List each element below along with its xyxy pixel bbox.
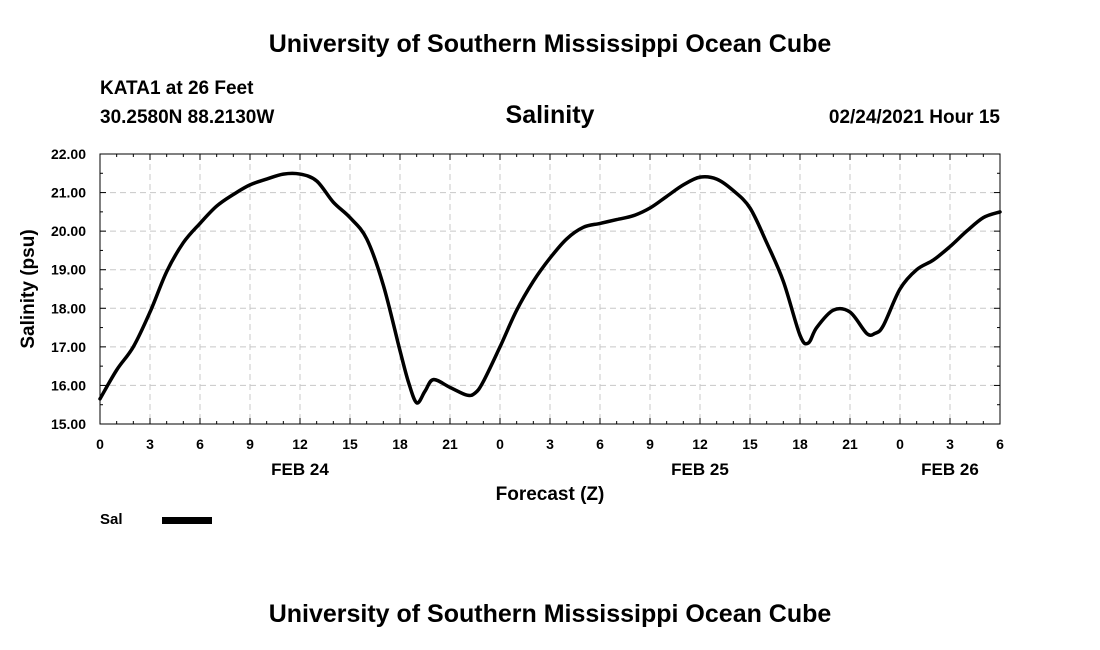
x-tick-label: 21 <box>842 436 858 452</box>
day-label: FEB 25 <box>671 460 729 479</box>
day-label: FEB 24 <box>271 460 329 479</box>
station-label: KATA1 at 26 Feet <box>100 78 254 99</box>
x-tick-label: 0 <box>896 436 904 452</box>
x-tick-label: 6 <box>996 436 1004 452</box>
x-tick-label: 6 <box>596 436 604 452</box>
x-tick-label: 6 <box>196 436 204 452</box>
y-tick-label: 19.00 <box>51 262 86 278</box>
x-tick-label: 9 <box>246 436 254 452</box>
y-tick-label: 15.00 <box>51 416 86 432</box>
x-tick-label: 12 <box>692 436 708 452</box>
x-tick-label: 21 <box>442 436 458 452</box>
y-tick-label: 20.00 <box>51 223 86 239</box>
y-tick-label: 16.00 <box>51 377 86 393</box>
x-tick-label: 0 <box>96 436 104 452</box>
x-tick-label: 12 <box>292 436 308 452</box>
x-tick-label: 3 <box>946 436 954 452</box>
y-axis-label: Salinity (psu) <box>18 229 39 348</box>
x-tick-label: 15 <box>742 436 758 452</box>
salinity-series-line <box>98 171 1002 405</box>
y-tick-label: 22.00 <box>51 146 86 162</box>
legend-label: Sal <box>100 511 123 528</box>
x-tick-label: 18 <box>792 436 808 452</box>
x-axis-label: Forecast (Z) <box>496 484 605 505</box>
top-title: University of Southern Mississippi Ocean… <box>268 30 832 58</box>
x-tick-label: 18 <box>392 436 408 452</box>
x-tick-label: 3 <box>146 436 154 452</box>
y-tick-label: 18.00 <box>51 300 86 316</box>
x-tick-label: 9 <box>646 436 654 452</box>
forecast-timestamp: 02/24/2021 Hour 15 <box>828 107 1000 128</box>
legend-swatch <box>162 517 212 524</box>
x-tick-label: 0 <box>496 436 504 452</box>
x-tick-label: 3 <box>546 436 554 452</box>
y-tick-label: 21.00 <box>51 185 86 201</box>
station-coordinates: 30.2580N 88.2130W <box>100 107 275 128</box>
day-label: FEB 26 <box>921 460 979 479</box>
y-tick-label: 17.00 <box>51 339 86 355</box>
x-tick-label: 15 <box>342 436 358 452</box>
chart-title: Salinity <box>505 101 595 129</box>
bottom-title: University of Southern Mississippi Ocean… <box>268 600 832 628</box>
